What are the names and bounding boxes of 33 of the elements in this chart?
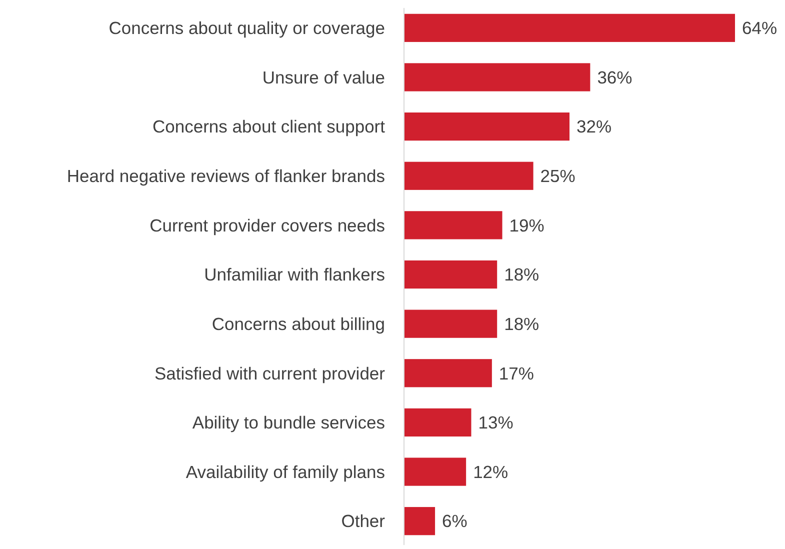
bar xyxy=(404,507,436,536)
data-label: 17% xyxy=(498,363,534,384)
data-label: 6% xyxy=(442,511,468,532)
bar xyxy=(404,63,590,92)
bar xyxy=(404,112,570,141)
bar xyxy=(404,260,498,289)
y-tick-label: Concerns about billing xyxy=(212,314,385,334)
data-label: 36% xyxy=(597,67,632,88)
y-tick-label: Concerns about quality or coverage xyxy=(108,18,385,38)
y-tick-label: Concerns about client support xyxy=(152,116,386,137)
y-tick-label: Ability to bundle services xyxy=(192,412,386,433)
bar xyxy=(404,359,492,388)
bar xyxy=(404,14,735,42)
data-label: 18% xyxy=(504,314,540,334)
bar xyxy=(404,162,534,190)
y-tick-label: Current provider covers needs xyxy=(150,215,386,236)
data-label: 25% xyxy=(540,166,576,186)
bar xyxy=(404,310,498,338)
data-label: 32% xyxy=(576,116,612,137)
data-label: 12% xyxy=(473,462,508,482)
bar xyxy=(404,408,472,437)
y-tick-label: Other xyxy=(341,511,386,532)
y-tick-label: Unfamiliar with flankers xyxy=(204,264,386,285)
data-label: 18% xyxy=(504,264,540,285)
bar xyxy=(404,211,502,240)
y-tick-label: Availability of family plans xyxy=(186,462,386,482)
bar xyxy=(404,458,466,486)
data-label: 19% xyxy=(509,215,544,236)
y-tick-label: Unsure of value xyxy=(262,67,385,88)
y-tick-label: Satisfied with current provider xyxy=(154,363,386,384)
data-label: 13% xyxy=(478,412,514,433)
y-tick-label: Heard negative reviews of flanker brands xyxy=(66,166,386,186)
data-label: 64% xyxy=(742,18,778,38)
